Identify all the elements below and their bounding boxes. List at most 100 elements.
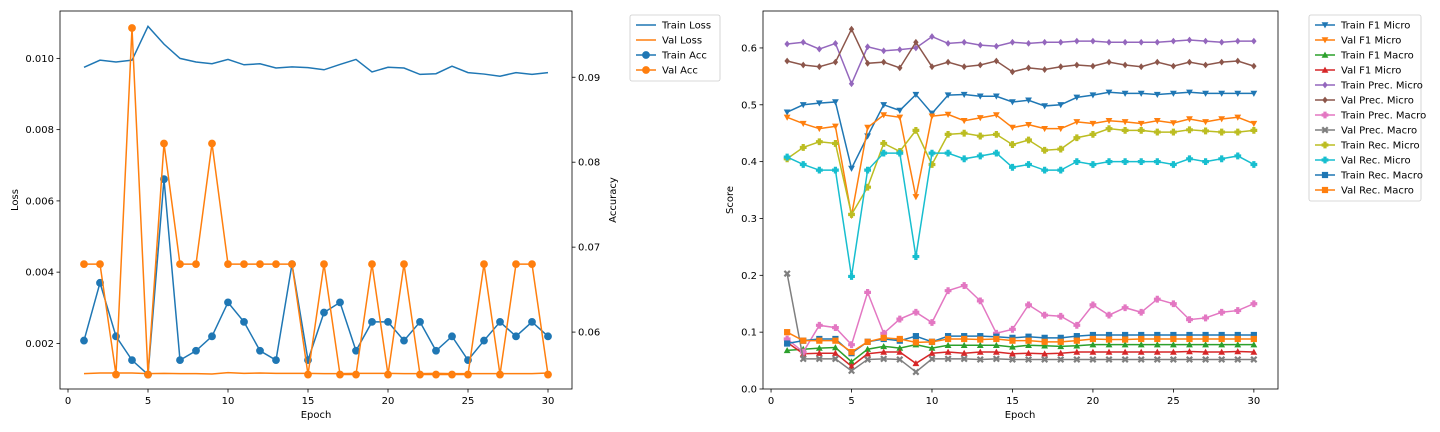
data-point-val-prec-micro [897, 64, 903, 72]
data-point-train-f1-macro [1009, 343, 1016, 350]
chart2-xtick-label: 15 [1006, 396, 1019, 407]
data-point-train-f1-macro [832, 344, 839, 351]
data-point-val-f1-micro [912, 360, 920, 367]
legend-label-val-f1-micro: Val F1 Micro [1341, 66, 1401, 77]
data-point-val-acc [464, 370, 472, 379]
chart2-ytick-label: 0.5 [741, 100, 757, 111]
data-point-val-prec-macro [815, 355, 823, 363]
chart1-xtick-label: 0 [65, 396, 71, 407]
data-point-val-f1-micro [992, 112, 1000, 119]
data-point-val-rec-micro [1041, 166, 1049, 174]
data-point-train-f1-macro [783, 346, 791, 354]
data-point-val-f1-micro [799, 120, 807, 127]
legend-label-train-f1-micro: Train F1 Micro [1340, 21, 1410, 32]
data-point-train-f1-macro [864, 345, 872, 352]
data-point-val-rec-micro [1153, 158, 1161, 166]
data-point-train-f1-micro [1153, 91, 1161, 98]
series-train-loss [83, 24, 549, 77]
data-point-val-acc [112, 370, 120, 379]
data-point-val-f1-micro [896, 114, 904, 121]
data-point-train-rec-macro [912, 333, 919, 340]
data-point-val-f1-micro [1025, 121, 1032, 129]
legend-item-val-f1-micro: Val F1 Micro [1315, 36, 1401, 47]
series-train-prec-macro [783, 282, 1258, 356]
data-point-train-prec-macro [799, 348, 807, 356]
chart1-ytick-label: 0.010 [25, 54, 54, 65]
data-point-train-rec-micro [1234, 128, 1242, 136]
data-point-train-rec-micro [1202, 127, 1209, 135]
data-point-val-rec-micro [799, 161, 807, 168]
data-point-train-prec-macro [880, 329, 888, 337]
data-point-val-rec-macro [928, 338, 936, 345]
data-point-val-prec-macro [880, 355, 888, 363]
data-point-train-acc [432, 346, 440, 355]
data-point-val-rec-macro [832, 337, 839, 344]
data-point-train-f1-micro [1089, 92, 1097, 99]
data-point-val-rec-macro [1186, 335, 1193, 343]
data-point-train-f1-micro [1218, 90, 1226, 97]
data-point-val-prec-micro [1074, 61, 1080, 69]
data-point-train-f1-macro [1169, 341, 1177, 348]
data-point-val-rec-micro [1137, 158, 1145, 166]
data-point-val-rec-macro [1105, 336, 1113, 343]
data-point-val-f1-micro [1186, 116, 1193, 123]
legend-item-train-f1-macro: Train F1 Macro [1315, 51, 1414, 62]
data-point-train-f1-macro [1137, 341, 1145, 348]
data-point-val-acc [144, 370, 152, 379]
legend-item-train-acc: Train Acc [636, 51, 707, 62]
data-point-train-acc [400, 336, 408, 345]
legend-item-val-loss: Val Loss [636, 36, 702, 47]
data-point-train-f1-macro [880, 342, 888, 350]
data-point-train-prec-macro [944, 287, 952, 295]
data-point-train-rec-micro [1153, 128, 1161, 136]
series-val-rec-micro [783, 149, 1258, 280]
series-train-prec-micro [784, 33, 1257, 88]
data-point-train-f1-macro [1250, 341, 1258, 348]
data-point-train-prec-macro [1105, 311, 1113, 319]
data-point-val-rec-macro [944, 335, 952, 343]
data-point-train-rec-micro [1137, 126, 1145, 134]
data-point-val-prec-micro [993, 57, 1000, 65]
data-point-val-f1-micro [880, 348, 888, 355]
data-point-val-rec-micro [1218, 155, 1226, 163]
data-point-val-prec-micro [1170, 62, 1177, 70]
data-point-val-f1-micro [896, 348, 904, 355]
data-point-val-rec-micro [1057, 166, 1065, 174]
data-point-train-prec-macro [832, 324, 839, 332]
series-line-train-prec-micro [787, 35, 1254, 86]
data-point-train-rec-micro [799, 144, 807, 151]
data-point-train-f1-micro [1105, 89, 1113, 96]
legend-item-train-loss: Train Loss [636, 21, 711, 32]
legend-label-val-prec-micro: Val Prec. Micro [1341, 96, 1414, 107]
data-point-train-f1-micro [1169, 90, 1177, 97]
data-point-train-rec-macro [784, 340, 791, 347]
data-point-train-rec-macro [1089, 331, 1097, 339]
data-point-train-prec-macro [976, 297, 984, 305]
chart2-ytick-label: 0.6 [741, 43, 757, 54]
legend-marker-train-f1-macro [1321, 51, 1329, 58]
data-point-val-f1-micro [832, 349, 839, 356]
data-point-train-prec-micro [1090, 37, 1096, 45]
data-point-train-prec-micro [1218, 38, 1225, 46]
data-point-train-f1-macro [992, 341, 1000, 348]
legend-label-train-rec-micro: Train Rec. Micro [1340, 141, 1420, 152]
data-point-val-rec-micro [1202, 158, 1209, 166]
data-point-train-acc [448, 332, 456, 341]
chart1-xtick-label: 25 [462, 396, 475, 407]
data-point-train-prec-micro [880, 47, 887, 55]
data-point-val-f1-micro [1202, 348, 1209, 355]
data-point-val-f1-micro [1234, 114, 1242, 121]
data-point-train-prec-micro [800, 38, 806, 46]
data-point-val-rec-macro [784, 329, 791, 336]
data-point-train-f1-micro [783, 109, 791, 116]
data-point-val-prec-micro [784, 57, 790, 65]
data-point-val-prec-macro [831, 355, 839, 363]
data-point-train-prec-macro [1169, 300, 1177, 308]
legend-marker-val-f1-micro [1321, 66, 1329, 73]
data-point-train-rec-micro [1218, 128, 1226, 136]
data-point-val-prec-micro [1025, 64, 1032, 72]
data-point-train-acc [528, 317, 536, 326]
data-point-train-rec-micro [992, 130, 1000, 138]
loss-accuracy-chart: 0 5 10 15 20 25 30 0.002 0.004 0.006 0.008 0.010 0… [10, 10, 721, 421]
legend-marker-train-f1-micro [1321, 22, 1329, 29]
